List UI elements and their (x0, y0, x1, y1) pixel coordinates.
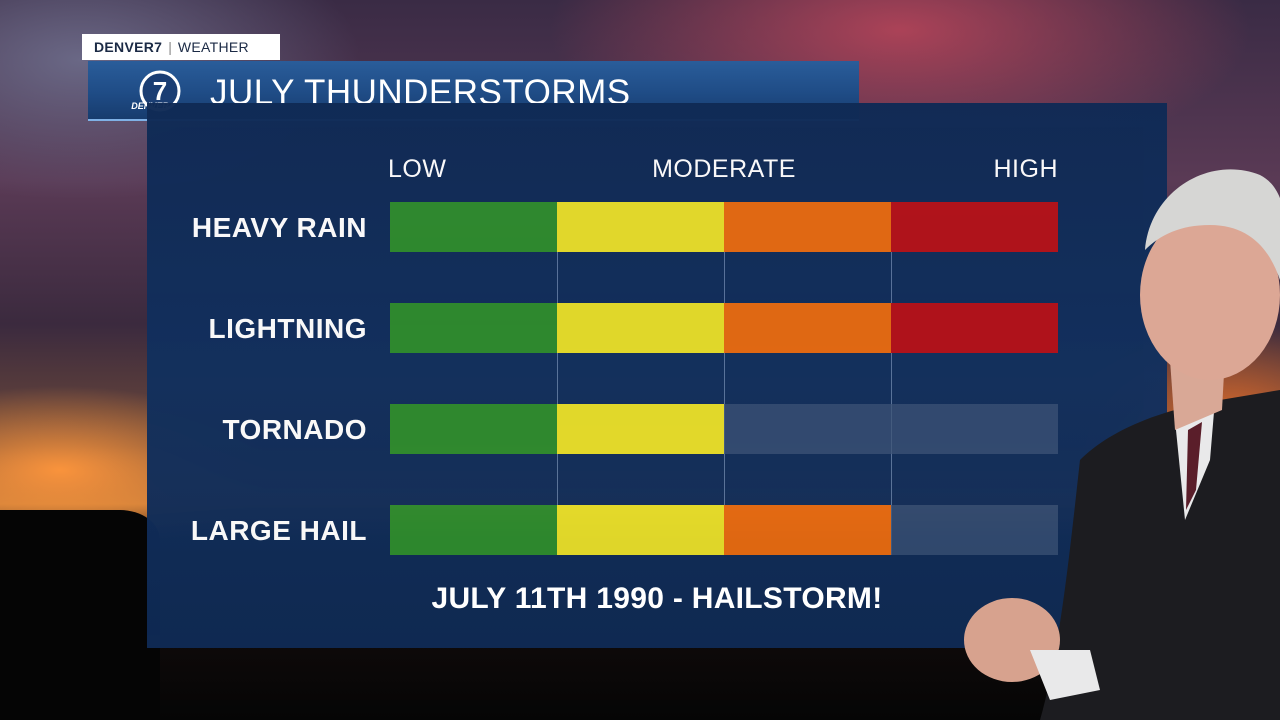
section-name: WEATHER (177, 39, 249, 55)
category-label: LIGHTNING (209, 313, 368, 344)
risk-segment-filled (390, 505, 557, 555)
brand-tab: DENVER7 | WEATHER (82, 34, 280, 60)
station-name: DENVER7 (94, 39, 163, 55)
scale-label: HIGH (994, 155, 1059, 183)
risk-segment-filled (724, 303, 891, 353)
risk-segment-filled (724, 505, 891, 555)
risk-segment-filled (390, 404, 557, 454)
risk-segment-filled (557, 202, 724, 252)
scale-label: MODERATE (652, 155, 796, 183)
risk-segment-filled (891, 202, 1058, 252)
scale-label: LOW (388, 155, 446, 183)
risk-segment-empty (891, 404, 1058, 454)
risk-segment-filled (390, 202, 557, 252)
risk-segment-filled (724, 202, 891, 252)
category-label: TORNADO (222, 414, 367, 445)
logo-numeral: 7 (153, 76, 167, 106)
presenter-silhouette (964, 169, 1280, 720)
chart-panel: LOW MODERATE HIGH HEAVY RAIN LIGHTNING TORNAD… (147, 103, 1167, 648)
risk-segment-filled (557, 303, 724, 353)
category-label: LARGE HAIL (191, 515, 367, 546)
chart-footnote: JULY 11TH 1990 - HAILSTORM! (431, 582, 883, 615)
risk-segment-filled (891, 303, 1058, 353)
brand-separator: | (168, 39, 172, 55)
hill-silhouette (0, 510, 160, 720)
risk-segment-empty (891, 505, 1058, 555)
category-label: HEAVY RAIN (192, 212, 367, 243)
risk-segment-filled (557, 404, 724, 454)
risk-segment-filled (390, 303, 557, 353)
risk-segment-empty (724, 404, 891, 454)
risk-segment-filled (557, 505, 724, 555)
risk-chart: LOW MODERATE HIGH HEAVY RAIN LIGHTNING TORNAD… (191, 155, 1059, 555)
